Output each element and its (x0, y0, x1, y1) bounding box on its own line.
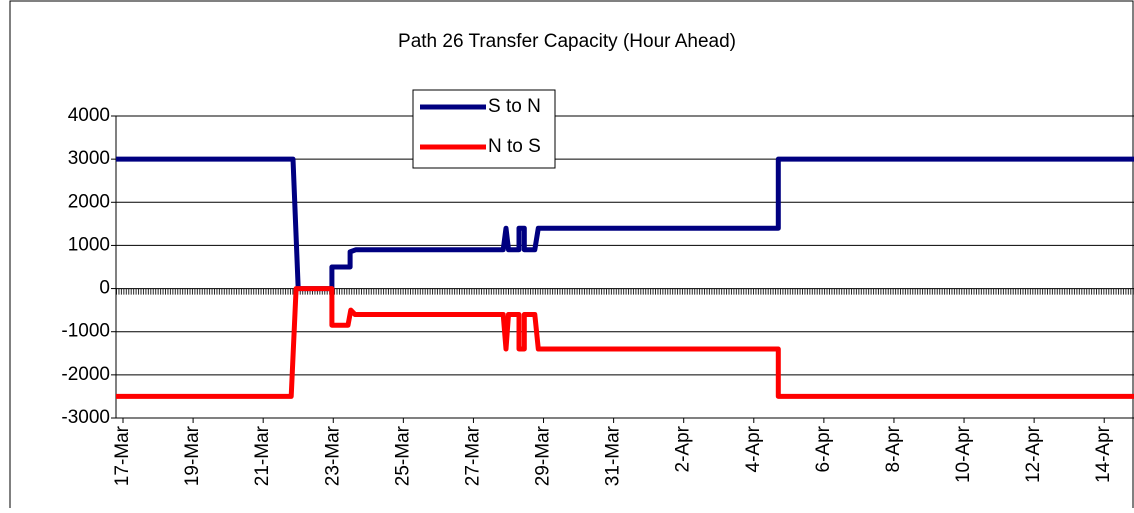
x-tick-label: 25-Mar (392, 425, 413, 486)
x-tick-label: 17-Mar (112, 425, 133, 486)
y-tick-label: -3000 (61, 407, 110, 428)
x-tick-label: 8-Apr (883, 425, 904, 472)
x-tick-label: 31-Mar (603, 425, 624, 486)
x-tick-label: 4-Apr (743, 425, 764, 472)
x-tick-label: 12-Apr (1023, 425, 1044, 483)
legend-label: N to S (488, 136, 541, 157)
chart-frame (9, 0, 1134, 513)
x-tick-label: 19-Mar (182, 425, 203, 486)
y-tick-label: 3000 (68, 148, 110, 169)
y-tick-label: 1000 (68, 234, 110, 255)
x-tick-label: 29-Mar (533, 425, 554, 486)
y-tick-label: -1000 (61, 321, 110, 342)
x-tick-label: 10-Apr (953, 425, 974, 483)
x-tick-label: 6-Apr (813, 425, 834, 472)
data-line (116, 286, 1134, 399)
y-tick-label: -2000 (61, 364, 110, 385)
x-tick-label: 2-Apr (673, 425, 694, 472)
x-tick-label: 23-Mar (322, 425, 343, 486)
x-tick-label: 14-Apr (1093, 425, 1114, 483)
y-tick-label: 4000 (68, 105, 110, 126)
x-tick-label: 21-Mar (252, 425, 273, 486)
legend-label: S to N (488, 96, 541, 117)
legend-box (412, 89, 556, 169)
chart-title: Path 26 Transfer Capacity (Hour Ahead) (398, 31, 736, 52)
data-line (116, 156, 1134, 292)
y-tick-label: 2000 (68, 191, 110, 212)
x-tick-label: 27-Mar (462, 425, 483, 486)
y-tick-label: 0 (99, 278, 110, 299)
